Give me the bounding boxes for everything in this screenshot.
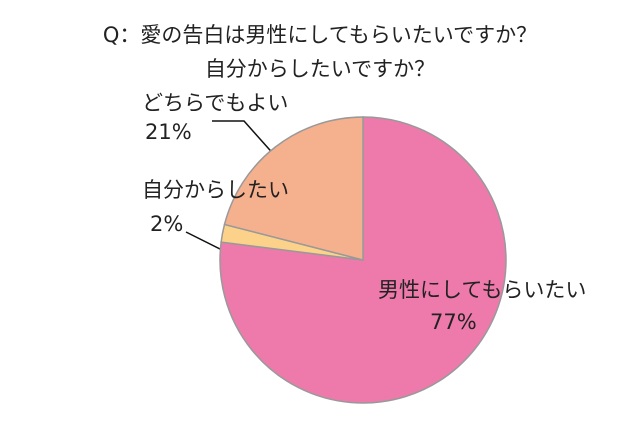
pie-slice (219, 116, 507, 404)
slice-label: どちらでもよい (142, 91, 288, 115)
slice-value: 77% (430, 310, 477, 334)
slice-label: 男性にしてもらいたい (378, 278, 586, 302)
pie-slice (223, 116, 364, 261)
slice-label: 自分からしたい (142, 178, 289, 202)
slice-value: 21% (145, 120, 192, 144)
chart-title: Q：愛の告白は男性にしてもらいたいですか？ (103, 23, 537, 47)
chart-title: 自分からしたいですか？ (205, 57, 435, 81)
slice-value: 2% (150, 212, 183, 236)
